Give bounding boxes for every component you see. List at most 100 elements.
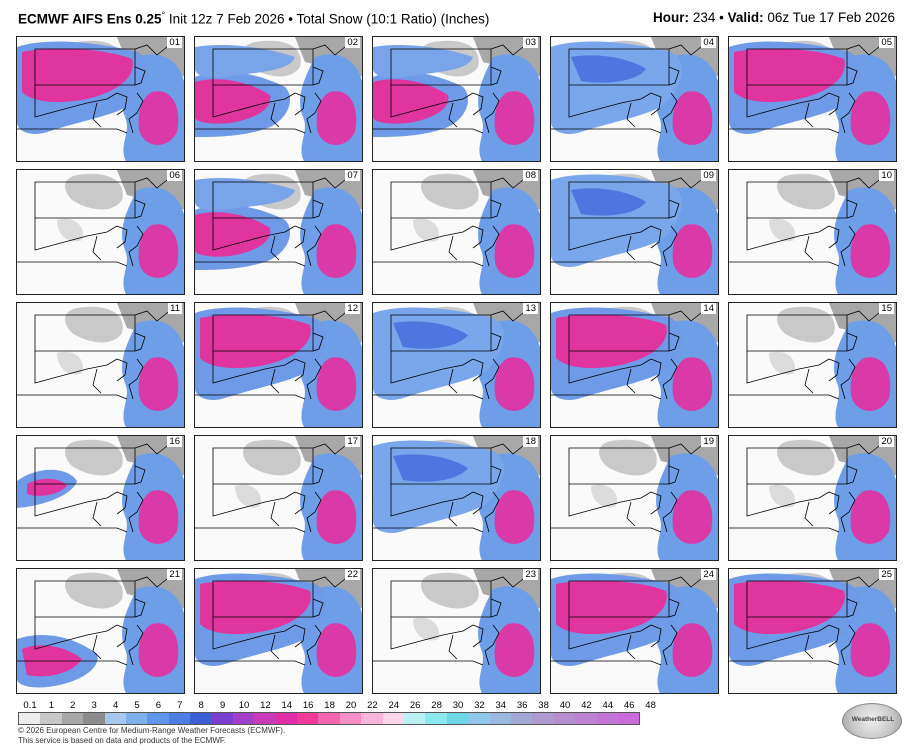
colorbar-ticks: 0.1 1 2 3 4 5 6 7 8 9 10 12 14 16 18 20 22 24 26 28 30 32 34 36… [16,700,656,712]
colorbar-segment [254,713,276,724]
colorbar-segment [40,713,62,724]
colorbar-segment [425,713,447,724]
colorbar-tick-label: 10 [238,700,250,711]
snowfall-map [373,303,540,427]
colorbar-segment [553,713,576,724]
colorbar-segment [489,713,511,724]
hour-label: Hour: [653,10,690,25]
member-number: 24 [701,569,716,580]
snowfall-map [195,436,362,560]
colorbar-segment [297,713,319,724]
colorbar-tick-label: 48 [645,700,656,711]
ensemble-member-panel: 13 [372,302,541,428]
ensemble-member-panel: 03 [372,36,541,162]
colorbar-segment [104,713,126,724]
colorbar-tick-label: 7 [177,700,183,711]
colorbar-tick-label: 46 [623,700,635,711]
colorbar-tick-label: 28 [431,700,442,711]
ensemble-member-panel: 24 [550,568,719,694]
ensemble-panel-grid: 01 06 11 16 21 02 07 12 17 22 03 08 13 18 23 04 09 14 19 24… [16,36,897,696]
ensemble-member-panel: 08 [372,169,541,295]
member-number: 16 [167,436,182,447]
colorbar-segment [510,713,533,724]
colorbar-segment [532,713,554,724]
colorbar-tick-label: 8 [198,700,204,711]
ensemble-member-panel: 16 [16,435,185,561]
snowfall-map [551,170,718,294]
colorbar-tick-label: 44 [602,700,614,711]
colorbar-segment [468,713,490,724]
colorbar-segment [275,713,298,724]
member-number: 14 [701,303,716,314]
colorbar-tick-label: 4 [112,700,119,711]
colorbar-tick-label: 18 [324,700,335,711]
copyright-footer: © 2026 European Centre for Medium-Range … [18,726,285,746]
ensemble-member-panel: 23 [372,568,541,694]
colorbar-segment [596,713,618,724]
colorbar-segment [446,713,469,724]
member-number: 09 [701,170,716,181]
snowfall-map [729,569,896,693]
snowfall-map [17,569,184,693]
colorbar-segment [382,713,405,724]
colorbar-tick-label: 0.1 [23,700,37,711]
ensemble-member-panel: 07 [194,169,363,295]
colorbar-segment [211,713,233,724]
member-number: 12 [345,303,360,314]
member-number: 17 [345,436,360,447]
colorbar-segment [168,713,191,724]
colorbar: 0.1 1 2 3 4 5 6 7 8 9 10 12 14 16 18 20 22 24 26 28 30 32 34 36… [16,700,896,730]
snowfall-map [373,170,540,294]
title-left: ECMWF AIFS Ens 0.25° Init 12z 7 Feb 2026… [18,10,489,27]
ensemble-member-panel: 05 [728,36,897,162]
colorbar-segment [190,713,212,724]
colorbar-tick-label: 12 [260,700,271,711]
colorbar-tick-label: 40 [559,700,571,711]
valid-label: Valid: [727,10,764,25]
copyright-line: © 2026 European Centre for Medium-Range … [18,726,286,735]
ensemble-member-panel: 11 [16,302,185,428]
snowfall-map [17,170,184,294]
degree-mark: ° [161,10,166,20]
snowfall-map [551,303,718,427]
snowfall-map [195,37,362,161]
colorbar-tick-label: 9 [219,700,226,711]
member-number: 18 [523,436,538,447]
member-number: 19 [701,436,716,447]
colorbar-tick-label: 26 [409,700,421,711]
member-number: 21 [167,569,182,580]
member-number: 01 [167,37,182,48]
snowfall-map [195,170,362,294]
snowfall-map [551,436,718,560]
colorbar-tick-label: 34 [495,700,507,711]
colorbar-segment [318,713,340,724]
logo-text: WeatherBELL [851,716,895,723]
service-line: This service is based on data and produc… [18,736,227,745]
colorbar-tick-label: 2 [70,700,76,711]
ensemble-member-panel: 17 [194,435,363,561]
colorbar-tick-label: 5 [134,700,140,711]
ensemble-member-panel: 21 [16,568,185,694]
snowfall-map [729,37,896,161]
valid-value: 06z Tue 17 Feb 2026 [767,10,895,25]
colorbar-tick-label: 32 [474,700,485,711]
ensemble-member-panel: 12 [194,302,363,428]
weatherbell-logo: WeatherBELL [842,703,902,739]
member-number: 25 [879,569,894,580]
snowfall-map [729,436,896,560]
chart-header: ECMWF AIFS Ens 0.25° Init 12z 7 Feb 2026… [0,0,913,34]
ensemble-member-panel: 01 [16,36,185,162]
hour-value: 234 [692,10,716,25]
title-right: Hour: 234 • Valid: 06z Tue 17 Feb 2026 [653,10,895,25]
member-number: 07 [345,170,360,181]
colorbar-tick-label: 22 [367,700,378,711]
colorbar-segment [232,713,255,724]
colorbar-tick-label: 20 [345,700,357,711]
snowfall-map [17,37,184,161]
member-number: 02 [345,37,360,48]
ensemble-member-panel: 20 [728,435,897,561]
colorbar-segment [361,713,383,724]
colorbar-tick-label: 3 [91,700,97,711]
member-number: 13 [523,303,538,314]
member-number: 10 [879,170,894,181]
